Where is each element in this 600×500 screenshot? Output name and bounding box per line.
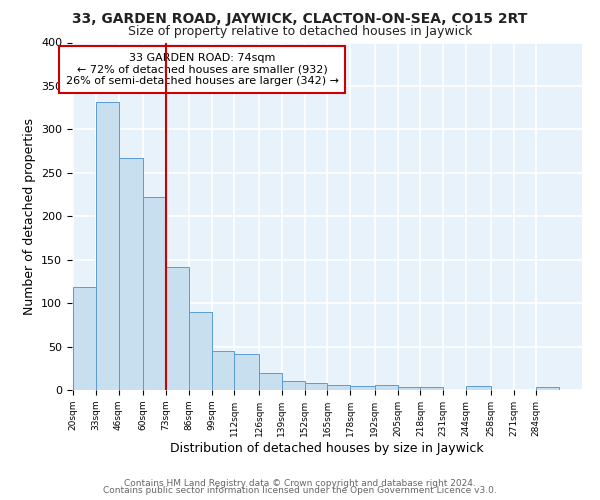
Bar — [143, 197, 166, 390]
Bar — [119, 158, 143, 390]
Text: 33 GARDEN ROAD: 74sqm
← 72% of detached houses are smaller (932)
26% of semi-det: 33 GARDEN ROAD: 74sqm ← 72% of detached … — [65, 53, 338, 86]
Bar — [212, 351, 235, 390]
Bar — [466, 386, 491, 390]
Bar — [282, 382, 305, 390]
Bar — [166, 266, 189, 390]
Bar — [305, 383, 328, 390]
Text: Contains HM Land Registry data © Crown copyright and database right 2024.: Contains HM Land Registry data © Crown c… — [124, 478, 476, 488]
X-axis label: Distribution of detached houses by size in Jaywick: Distribution of detached houses by size … — [170, 442, 484, 454]
Bar — [235, 354, 259, 390]
Text: Contains public sector information licensed under the Open Government Licence v3: Contains public sector information licen… — [103, 486, 497, 495]
Bar — [73, 288, 96, 390]
Bar — [259, 372, 282, 390]
Bar — [350, 386, 375, 390]
Text: Size of property relative to detached houses in Jaywick: Size of property relative to detached ho… — [128, 25, 472, 38]
Y-axis label: Number of detached properties: Number of detached properties — [23, 118, 35, 315]
Bar — [536, 388, 559, 390]
Bar — [189, 312, 212, 390]
Bar — [375, 385, 398, 390]
Bar — [421, 388, 443, 390]
Text: 33, GARDEN ROAD, JAYWICK, CLACTON-ON-SEA, CO15 2RT: 33, GARDEN ROAD, JAYWICK, CLACTON-ON-SEA… — [73, 12, 527, 26]
Bar — [328, 385, 350, 390]
Bar — [398, 386, 421, 390]
Bar — [96, 102, 119, 390]
